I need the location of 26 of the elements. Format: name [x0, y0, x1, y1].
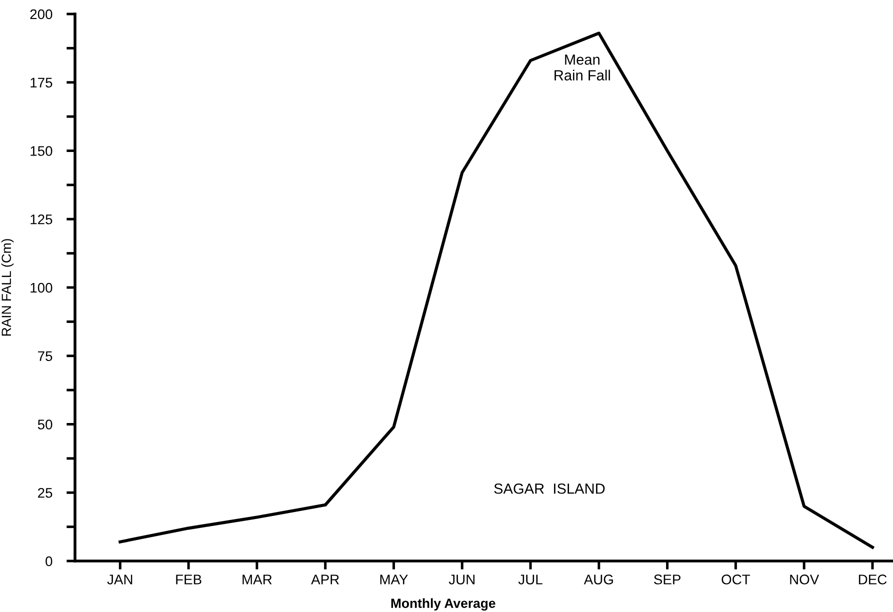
y-tick-label: 150: [30, 146, 52, 156]
x-tick-label: AUG: [584, 574, 613, 584]
x-tick-label: JAN: [107, 574, 132, 584]
x-axis-title: Monthly Average: [391, 598, 496, 611]
line-series: [118, 32, 874, 549]
x-tick-label: SEP: [654, 574, 680, 584]
y-axis-title: RAIN FALL (Cm): [1, 239, 14, 336]
y-tick-label: 175: [30, 78, 52, 88]
x-tick-label: JUL: [518, 574, 542, 584]
y-tick-label: 25: [38, 488, 52, 498]
x-tick-label: MAR: [242, 574, 272, 584]
x-tick-label: OCT: [722, 574, 750, 584]
x-tick-label: NOV: [790, 574, 820, 584]
y-tick-label: 75: [38, 351, 52, 362]
x-tick-label: APR: [311, 574, 339, 584]
y-tick-label: 0: [46, 556, 52, 566]
x-tick-label: FEB: [176, 574, 202, 584]
annotation: Mean Rain Fall: [554, 54, 610, 80]
y-tick-label: 200: [30, 9, 52, 20]
y-tick-label: 125: [30, 214, 52, 224]
x-tick-label: DEC: [858, 574, 887, 584]
x-tick-label: JUN: [448, 574, 474, 584]
annotation: SAGAR ISLAND: [494, 483, 605, 494]
y-tick-label: 100: [30, 282, 52, 293]
x-tick-label: MAY: [380, 574, 408, 584]
y-tick-label: 50: [38, 420, 52, 430]
